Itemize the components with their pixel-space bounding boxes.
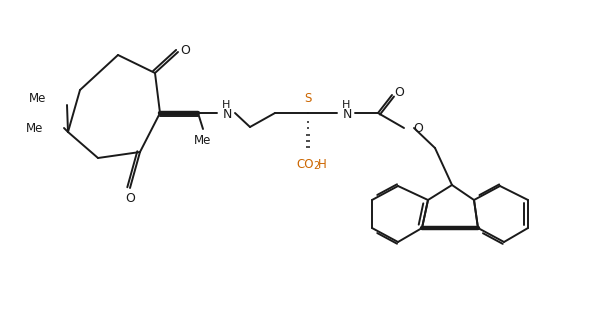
Text: H: H	[342, 100, 350, 110]
Text: Me: Me	[26, 122, 44, 134]
Text: O: O	[394, 87, 404, 99]
Text: N: N	[222, 108, 232, 121]
Text: O: O	[413, 122, 423, 134]
Text: CO: CO	[296, 159, 313, 171]
Text: N: N	[342, 108, 352, 121]
Text: O: O	[125, 192, 135, 204]
Text: S: S	[304, 93, 312, 106]
Text: H: H	[222, 100, 230, 110]
Text: Me: Me	[29, 92, 47, 105]
Text: 2: 2	[313, 161, 319, 171]
Text: H: H	[318, 159, 327, 171]
Text: O: O	[180, 43, 190, 57]
Text: Me: Me	[194, 133, 212, 146]
